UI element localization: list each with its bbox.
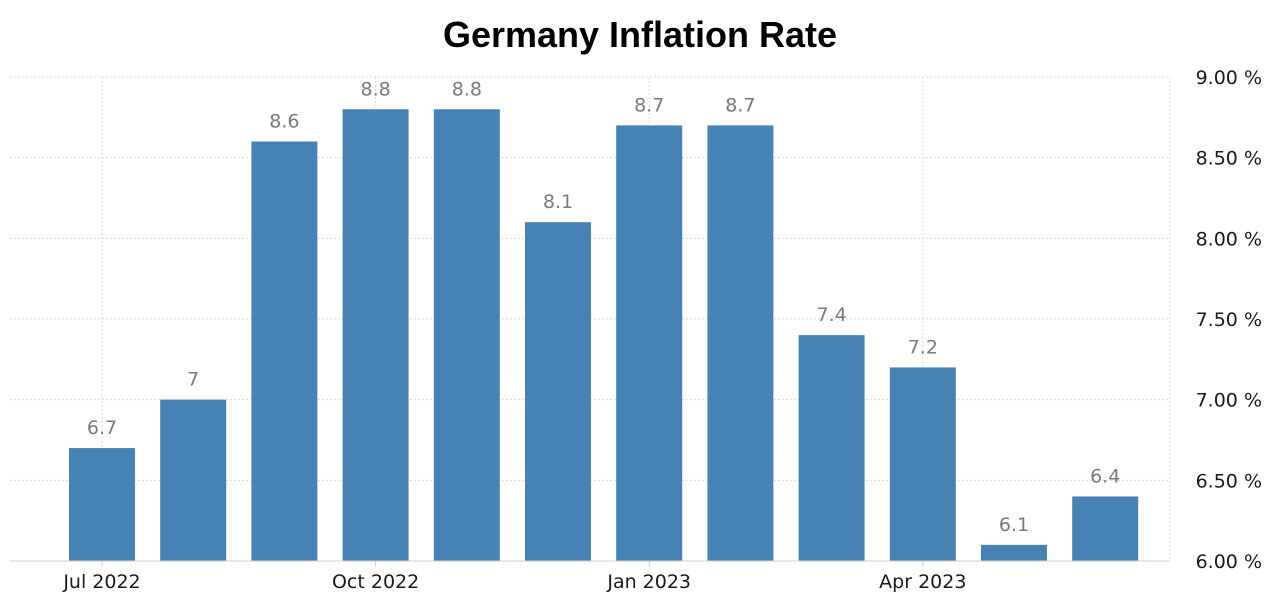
data-label: 6.1 <box>999 514 1029 536</box>
bar <box>69 448 135 561</box>
bar <box>433 109 500 562</box>
x-axis: Jul 2022 Oct 2022 Jan 2023 Apr 2023 <box>10 560 1170 593</box>
data-label: 7.2 <box>908 336 938 358</box>
data-label: 8.8 <box>452 78 482 100</box>
data-label: 7.4 <box>816 304 846 326</box>
y-tick-label: 6.00 % <box>1196 551 1262 573</box>
data-label: 8.7 <box>634 94 664 116</box>
x-tick-label: Jul 2022 <box>62 571 140 593</box>
x-tick-label: Jan 2023 <box>606 571 691 593</box>
bar <box>251 141 318 562</box>
data-label: 8.7 <box>725 94 755 116</box>
data-labels-layer: 6.7 7 8.6 8.8 8.8 8.1 8.7 8.7 7.4 7.2 6.1 6.4 <box>87 78 1120 536</box>
bar <box>342 109 409 562</box>
y-tick-label: 7.50 % <box>1196 309 1262 331</box>
y-tick-label: 9.00 % <box>1196 67 1262 89</box>
data-label: 8.8 <box>360 78 390 100</box>
bar <box>707 125 774 562</box>
y-tick-label: 8.00 % <box>1196 228 1262 250</box>
bar <box>798 335 865 561</box>
y-tick-label: 8.50 % <box>1196 148 1262 170</box>
bar <box>525 222 591 561</box>
bar <box>889 367 956 561</box>
chart-title: Germany Inflation Rate <box>442 14 838 55</box>
data-label: 6.4 <box>1090 465 1120 487</box>
bar <box>1072 496 1139 561</box>
data-label: 7 <box>187 369 199 391</box>
bar <box>160 399 227 561</box>
bar <box>616 125 683 562</box>
x-tick-label: Apr 2023 <box>879 571 966 593</box>
data-label: 8.1 <box>543 191 573 213</box>
x-tick-label: Oct 2022 <box>332 571 419 593</box>
bar <box>981 544 1047 561</box>
y-axis: 6.00 % 6.50 % 7.00 % 7.50 % 8.00 % 8.50 % 9.00… <box>1196 67 1262 573</box>
y-tick-label: 6.50 % <box>1196 470 1262 492</box>
bars-layer <box>69 109 1139 562</box>
y-tick-label: 7.00 % <box>1196 390 1262 412</box>
data-label: 8.6 <box>269 111 299 133</box>
data-label: 6.7 <box>87 417 117 439</box>
